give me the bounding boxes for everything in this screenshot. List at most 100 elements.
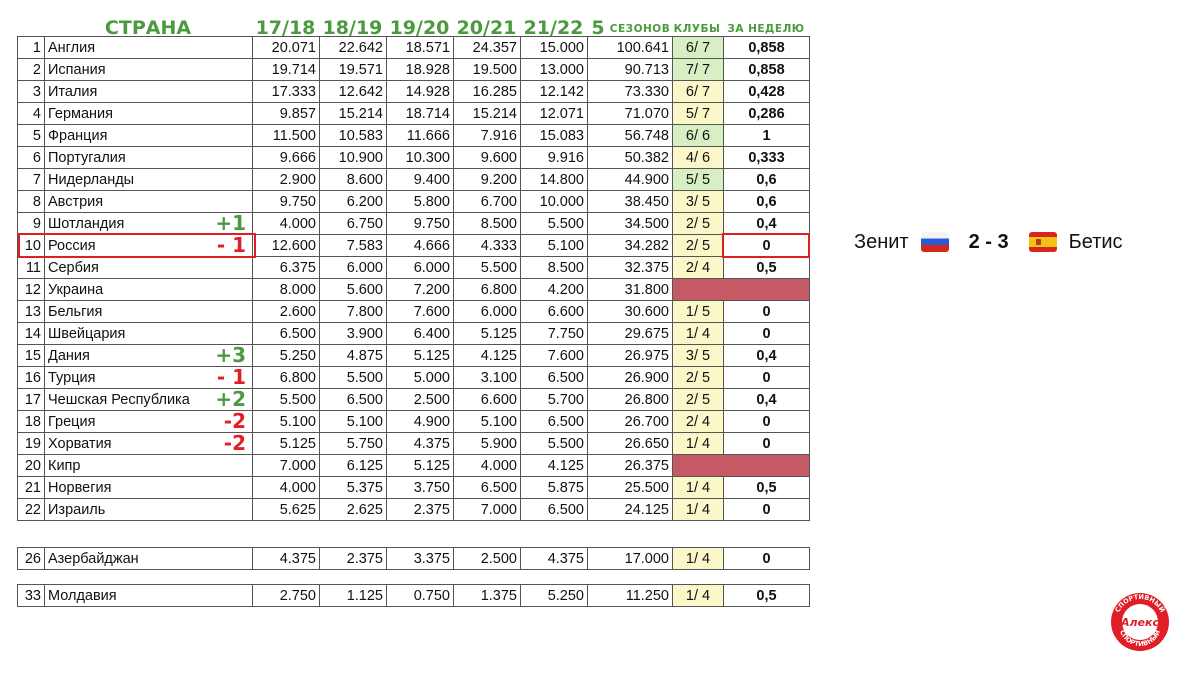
country-name: Россия [48, 237, 96, 254]
season-1-cell: 9.857 [252, 102, 320, 125]
clubs-cell: 5/ 7 [672, 102, 724, 125]
season-2-cell: 5.375 [319, 476, 387, 499]
total-cell: 26.650 [587, 432, 673, 455]
rank-cell: 14 [17, 322, 45, 345]
season-5-cell: 12.071 [520, 102, 588, 125]
season-5-cell: 8.500 [520, 256, 588, 279]
total-cell: 29.675 [587, 322, 673, 345]
season-2-cell: 15.214 [319, 102, 387, 125]
season-5-cell: 5.250 [520, 584, 588, 607]
week-points-cell: 0,428 [723, 80, 810, 103]
season-2-cell: 4.875 [319, 344, 387, 367]
season-1-cell: 11.500 [252, 124, 320, 147]
season-1-cell: 2.900 [252, 168, 320, 191]
season-4-cell: 9.200 [453, 168, 521, 191]
country-name-cell: Греция -2 [44, 410, 253, 433]
total-cell: 11.250 [587, 584, 673, 607]
rank-cell: 1 [17, 36, 45, 59]
country-name: Чешская Республика [48, 391, 190, 408]
total-cell: 24.125 [587, 498, 673, 521]
rank-cell: 18 [17, 410, 45, 433]
table-row: 33 Молдавия 2.750 1.125 0.750 1.375 5.250 11.25… [17, 584, 810, 607]
season-2-cell: 3.900 [319, 322, 387, 345]
table-row: 16 Турция - 1 6.800 5.500 5.000 3.100 6.500 26.9… [17, 366, 810, 389]
country-name: Франция [48, 127, 108, 144]
season-4-cell: 19.500 [453, 58, 521, 81]
season-4-cell: 15.214 [453, 102, 521, 125]
season-3-cell: 18.571 [386, 36, 454, 59]
country-name-cell: Дания +3 [44, 344, 253, 367]
table-row: 7 Нидерланды 2.900 8.600 9.400 9.200 14.800 44.… [17, 168, 810, 191]
season-1-cell: 7.000 [252, 454, 320, 477]
season-4-cell: 6.800 [453, 278, 521, 301]
rank-cell: 10 [17, 234, 45, 257]
country-name: Израиль [48, 501, 106, 518]
season-5-cell: 5.100 [520, 234, 588, 257]
season-1-cell: 17.333 [252, 80, 320, 103]
season-4-cell: 5.100 [453, 410, 521, 433]
total-cell: 34.500 [587, 212, 673, 235]
season-5-cell: 13.000 [520, 58, 588, 81]
season-1-cell: 20.071 [252, 36, 320, 59]
season-2-cell: 5.750 [319, 432, 387, 455]
season-5-cell: 5.700 [520, 388, 588, 411]
table-row: 5 Франция 11.500 10.583 11.666 7.916 15.083 56.… [17, 124, 810, 147]
season-4-cell: 6.500 [453, 476, 521, 499]
season-2-cell: 19.571 [319, 58, 387, 81]
clubs-cell: 1/ 4 [672, 547, 724, 570]
total-cell: 30.600 [587, 300, 673, 323]
season-1-cell: 9.666 [252, 146, 320, 169]
ranking-table-extra-26: 26 Азербайджан 4.375 2.375 3.375 2.500 4.375 17… [17, 547, 810, 570]
season-4-cell: 4.333 [453, 234, 521, 257]
season-2-cell: 6.000 [319, 256, 387, 279]
home-team: Зенит [854, 230, 909, 253]
total-cell: 26.800 [587, 388, 673, 411]
clubs-cell: 6/ 6 [672, 124, 724, 147]
season-3-cell: 5.125 [386, 344, 454, 367]
header-week: ЗА НЕДЕЛЮ [727, 23, 805, 35]
position-change-label: -2 [223, 410, 246, 433]
country-name-cell: Португалия [44, 146, 253, 169]
country-name: Сербия [48, 259, 99, 276]
rank-cell: 33 [17, 584, 45, 607]
season-5-cell: 9.916 [520, 146, 588, 169]
total-cell: 26.375 [587, 454, 673, 477]
table-row: 22 Израиль 5.625 2.625 2.375 7.000 6.500 24.125… [17, 498, 810, 521]
country-name-cell: Франция [44, 124, 253, 147]
table-row: 18 Греция -2 5.100 5.100 4.900 5.100 6.500 26.70… [17, 410, 810, 433]
season-1-cell: 5.100 [252, 410, 320, 433]
excluded-cell [672, 278, 810, 301]
season-2-cell: 7.800 [319, 300, 387, 323]
country-name: Украина [48, 281, 104, 298]
season-4-cell: 16.285 [453, 80, 521, 103]
rank-cell: 4 [17, 102, 45, 125]
rank-cell: 7 [17, 168, 45, 191]
season-1-cell: 9.750 [252, 190, 320, 213]
season-2-cell: 7.583 [319, 234, 387, 257]
clubs-cell: 3/ 5 [672, 344, 724, 367]
season-3-cell: 7.600 [386, 300, 454, 323]
table-row: 26 Азербайджан 4.375 2.375 3.375 2.500 4.375 17… [17, 547, 810, 570]
season-5-cell: 15.083 [520, 124, 588, 147]
position-change-label: +3 [215, 344, 246, 367]
country-name-cell: Россия - 1 [44, 234, 253, 257]
rank-cell: 16 [17, 366, 45, 389]
country-name: Азербайджан [48, 550, 139, 567]
week-points-cell: 0,5 [723, 476, 810, 499]
away-team: Бетис [1068, 230, 1123, 253]
country-name-cell: Чешская Республика +2 [44, 388, 253, 411]
table-row: 11 Сербия 6.375 6.000 6.000 5.500 8.500 32.375 2… [17, 256, 810, 279]
country-name: Бельгия [48, 303, 103, 320]
season-1-cell: 5.250 [252, 344, 320, 367]
country-name-cell: Бельгия [44, 300, 253, 323]
season-1-cell: 2.600 [252, 300, 320, 323]
week-points-cell: 0,5 [723, 584, 810, 607]
header-season-17-18: 17/18 [255, 17, 316, 39]
header-season-20-21: 20/21 [456, 17, 517, 39]
country-name: Греция [48, 413, 96, 430]
season-1-cell: 6.500 [252, 322, 320, 345]
table-row: 9 Шотландия +1 4.000 6.750 9.750 8.500 5.500 34.… [17, 212, 810, 235]
clubs-cell: 3/ 5 [672, 190, 724, 213]
table-row: 12 Украина 8.000 5.600 7.200 6.800 4.200 31.800 [17, 278, 810, 301]
excluded-cell [672, 454, 810, 477]
